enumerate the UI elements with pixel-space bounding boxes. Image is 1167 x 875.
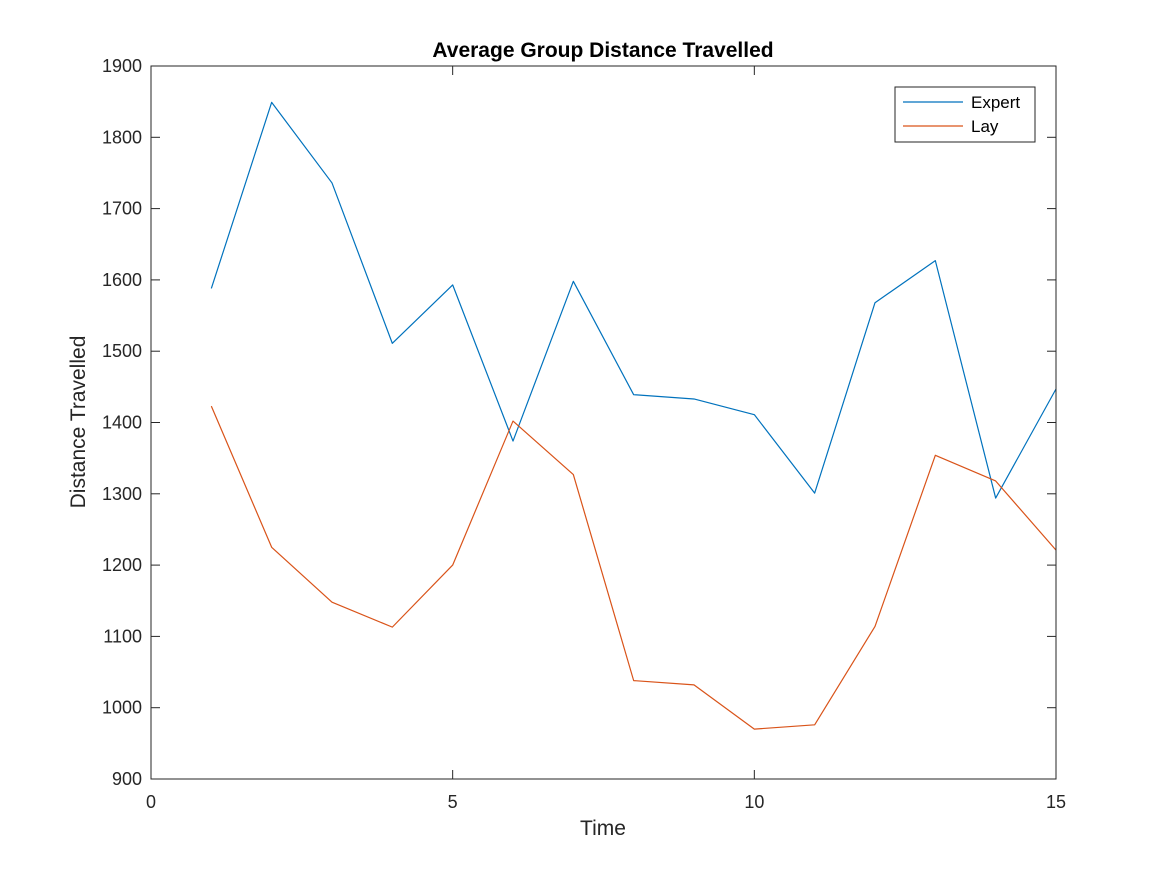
- y-tick-label: 900: [112, 769, 142, 789]
- x-axis-label: Time: [580, 817, 626, 840]
- y-tick-label: 1700: [102, 199, 142, 219]
- y-tick-label: 1000: [102, 698, 142, 718]
- series-layer: [210, 101, 1057, 730]
- plot-area: [151, 66, 1056, 779]
- legend-label-expert: Expert: [971, 93, 1020, 112]
- legend-label-lay: Lay: [971, 117, 999, 136]
- chart-title: Average Group Distance Travelled: [432, 39, 773, 62]
- x-tick-label: 0: [146, 792, 156, 812]
- axes-box: [150, 65, 1057, 780]
- y-axis-label: Distance Travelled: [67, 336, 90, 509]
- legend-box: [894, 86, 1036, 143]
- y-tick-label: 1500: [102, 341, 142, 361]
- x-tick-label: 15: [1046, 792, 1066, 812]
- tick-label-layer: 0 5 10 15 900 1000 1100 1200 1300 1400 1500 1600 170…: [102, 56, 1066, 812]
- y-tick-label: 1600: [102, 270, 142, 290]
- legend[interactable]: Expert Lay: [894, 86, 1036, 143]
- y-tick-label: 1400: [102, 413, 142, 433]
- y-tick-label: 1100: [103, 626, 142, 646]
- y-tick-label: 1900: [102, 56, 142, 76]
- y-tick-label: 1800: [102, 127, 142, 147]
- y-tick-label: 1200: [102, 555, 142, 575]
- series-line-expert: [210, 101, 1057, 499]
- x-tick-label: 10: [744, 792, 764, 812]
- y-tick-label: 1300: [102, 484, 142, 504]
- series-line-lay: [210, 405, 1057, 730]
- x-tick-label: 5: [448, 792, 458, 812]
